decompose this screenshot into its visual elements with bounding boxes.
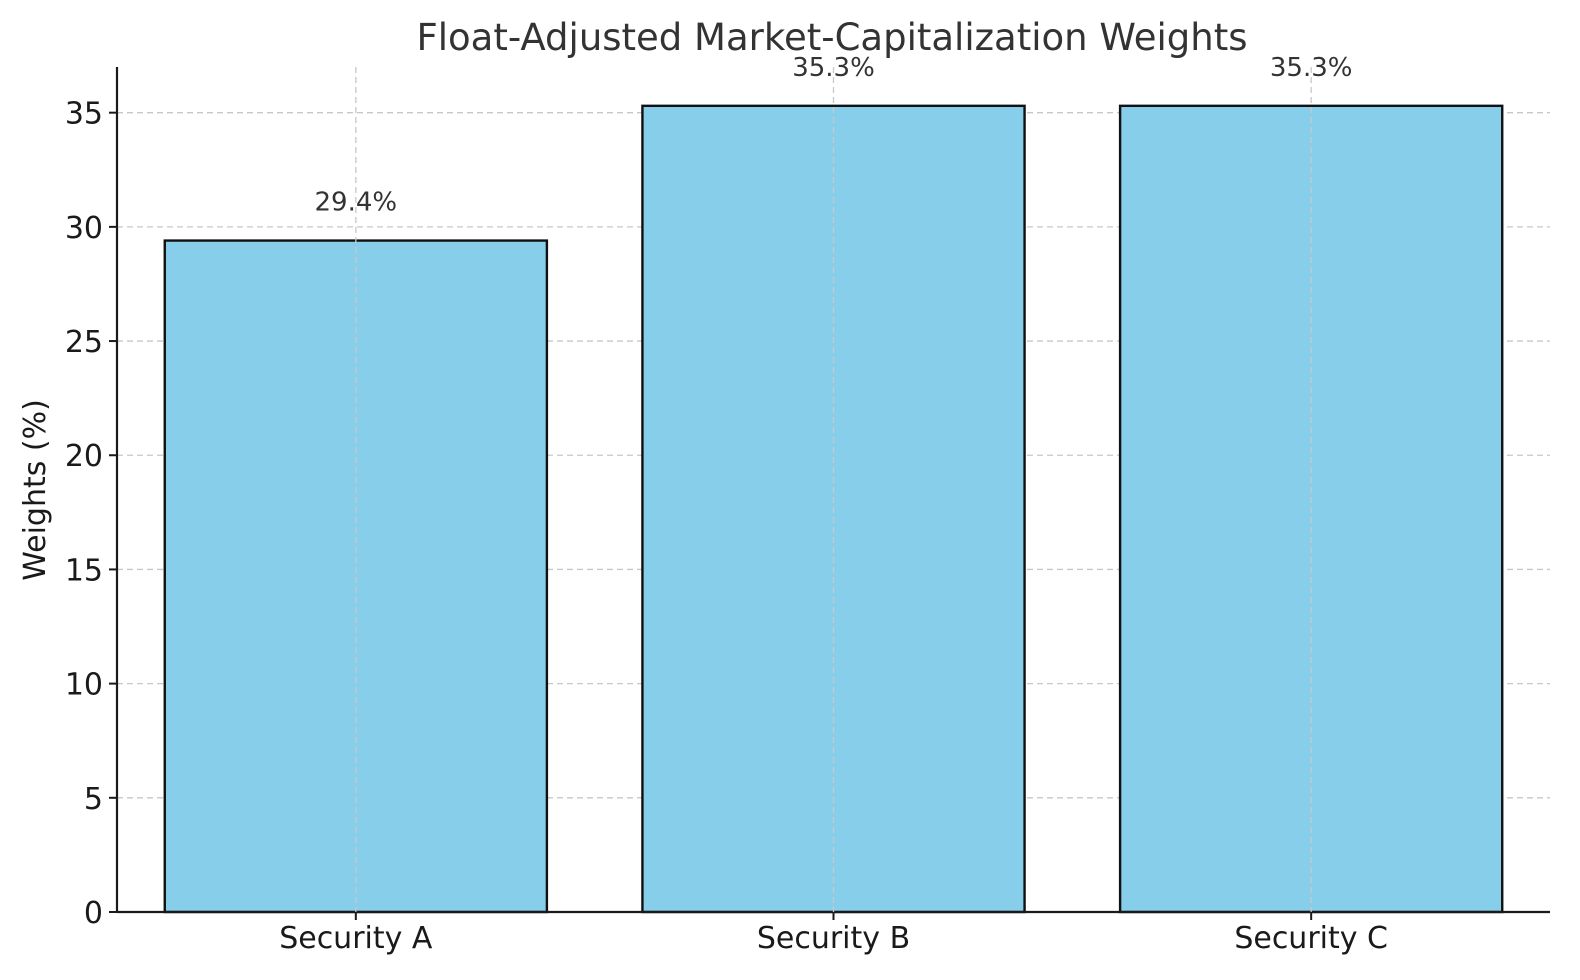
data-label-0: 29.4% xyxy=(315,188,398,218)
y-tick-label-15: 15 xyxy=(65,553,103,588)
x-tick-label-1: Security B xyxy=(757,921,910,956)
x-tick-label-0: Security A xyxy=(279,921,433,956)
y-tick-label-0: 0 xyxy=(84,896,103,931)
y-tick-label-35: 35 xyxy=(65,97,103,132)
y-tick-label-20: 20 xyxy=(65,439,103,474)
data-labels: 29.4% 35.3% 35.3% xyxy=(315,53,1353,912)
y-tick-label-10: 10 xyxy=(65,668,103,703)
data-label-1: 35.3% xyxy=(792,53,875,83)
chart-title: Float-Adjusted Market-Capitalization Wei… xyxy=(416,16,1247,59)
data-label-2: 35.3% xyxy=(1270,53,1353,83)
y-tick-label-5: 5 xyxy=(84,782,103,817)
tick-labels: 0 5 10 15 20 25 30 35 Security A Security B Securi… xyxy=(65,97,1388,956)
y-tick-label-25: 25 xyxy=(65,325,103,360)
y-tick-label-30: 30 xyxy=(65,211,103,246)
y-axis-label: Weights (%) xyxy=(18,399,53,581)
x-tick-label-2: Security C xyxy=(1234,921,1388,956)
